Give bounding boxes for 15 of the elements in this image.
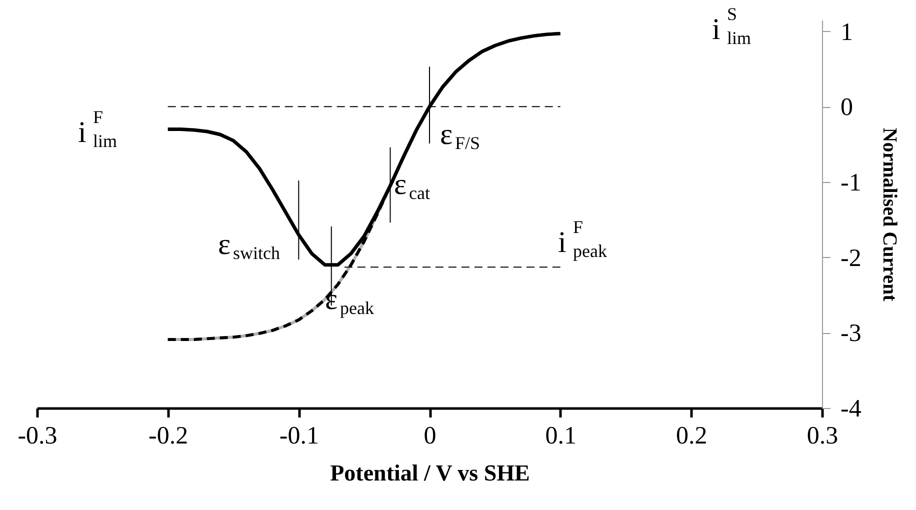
x-tick-label: -0.3	[18, 422, 58, 450]
x-axis-title: Potential / V vs SHE	[330, 460, 530, 486]
y-axis-title: Normalised Current	[878, 128, 900, 302]
x-tick-label: -0.2	[148, 422, 188, 450]
y-tick-label: -1	[840, 169, 862, 196]
x-tick-label: 0.1	[545, 422, 576, 450]
x-tick-label: 0	[424, 422, 436, 450]
y-tick-label: -4	[840, 396, 862, 422]
x-tick-label: -0.1	[279, 422, 319, 450]
x-tick-label: 0.3	[806, 422, 838, 450]
x-tick-label: 0.2	[676, 422, 708, 450]
y-tick-label: -3	[840, 320, 862, 348]
y-tick-label: 0	[840, 94, 853, 122]
y-tick-label: -2	[840, 244, 862, 272]
y-tick-label: 1	[840, 18, 853, 46]
